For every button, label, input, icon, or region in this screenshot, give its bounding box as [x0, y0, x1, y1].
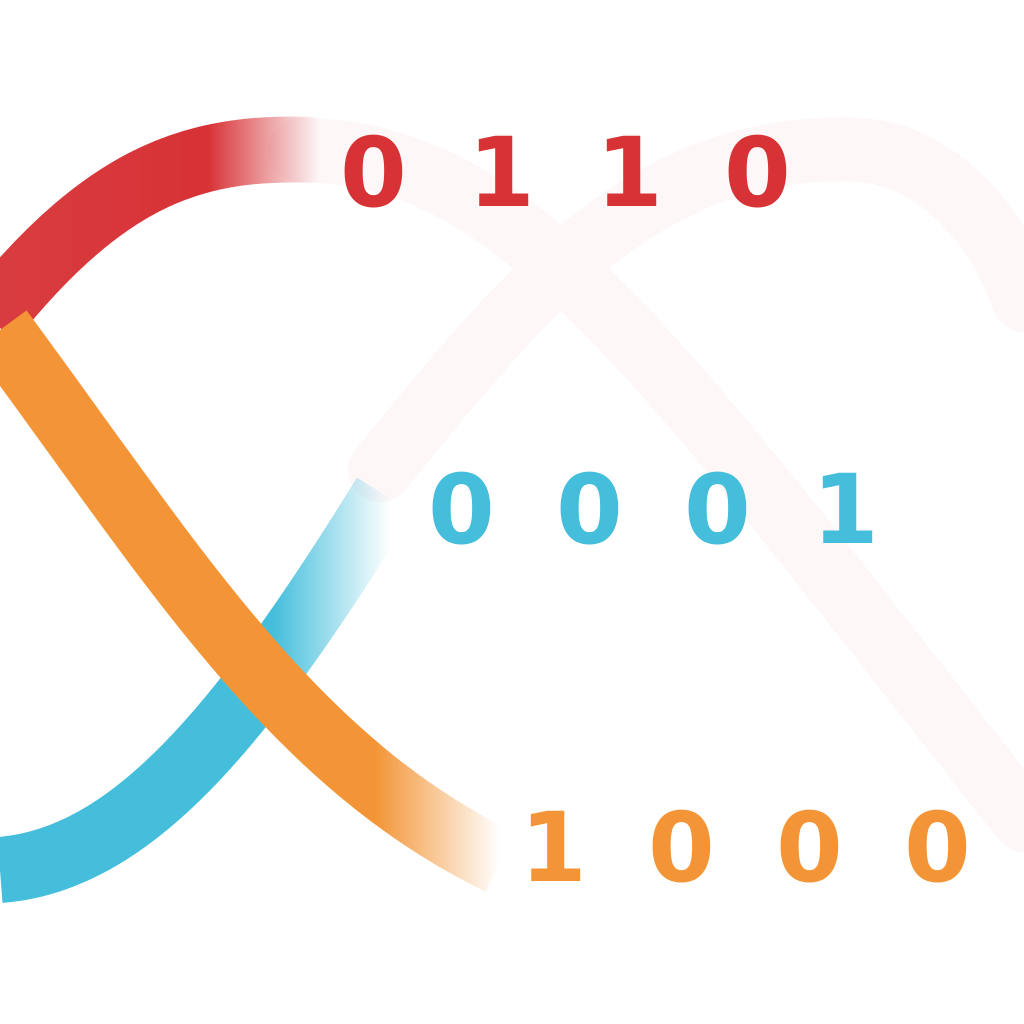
bit: 1 — [812, 454, 879, 566]
bit: 0 — [776, 792, 843, 904]
bit: 1 — [596, 117, 663, 229]
faint-curve-2 — [348, 117, 1024, 502]
blue-curve — [0, 477, 414, 903]
faint-curve-1 — [268, 118, 1024, 852]
bit: 0 — [340, 117, 407, 229]
orange-curve — [0, 310, 515, 892]
bit: 0 — [556, 454, 623, 566]
bit: 0 — [684, 454, 751, 566]
bit: 0 — [724, 117, 791, 229]
red-curve — [0, 116, 322, 341]
bit: 1 — [520, 792, 587, 904]
bit: 0 — [904, 792, 971, 904]
bit: 1 — [468, 117, 535, 229]
bit: 0 — [428, 454, 495, 566]
bit: 0 — [648, 792, 715, 904]
